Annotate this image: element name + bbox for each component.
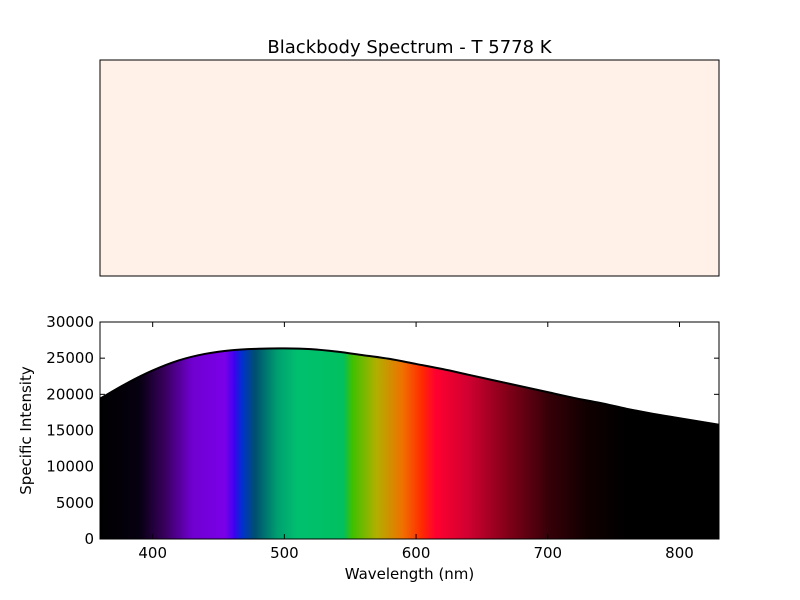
x-tick-label: 400 (138, 544, 167, 562)
spectrum-plot-frame (99, 321, 720, 540)
spectrum-plot: 400 500 600 700 800 0 5000 10000 15000 20000 2500… (17, 313, 720, 583)
intensity-curve (99, 347, 720, 426)
spectrum-fill-area (100, 348, 719, 539)
x-tick-label: 800 (665, 544, 694, 562)
y-axis-label: Specific Intensity (17, 366, 35, 495)
x-tick-label: 700 (533, 544, 562, 562)
y-tick-label: 20000 (46, 385, 94, 403)
x-tick-label: 600 (402, 544, 431, 562)
x-tick-label: 500 (270, 544, 299, 562)
color-swatch-panel (99, 59, 720, 277)
chart-title: Blackbody Spectrum - T 5778 K (267, 37, 552, 58)
x-tick-labels: 400 500 600 700 800 (138, 544, 693, 562)
y-tick-label: 0 (84, 530, 94, 548)
y-tick-label: 30000 (46, 313, 94, 331)
y-tick-labels: 0 5000 10000 15000 20000 25000 30000 (46, 313, 94, 548)
y-tick-label: 10000 (46, 458, 94, 476)
y-tick-label: 15000 (46, 422, 94, 440)
y-tick-label: 25000 (46, 349, 94, 367)
x-axis-label: Wavelength (nm) (345, 565, 475, 583)
y-tick-label: 5000 (56, 494, 94, 512)
